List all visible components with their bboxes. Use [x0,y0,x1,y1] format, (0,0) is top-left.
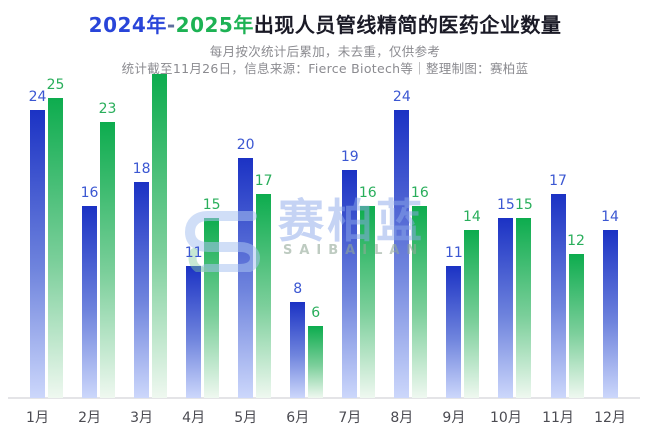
value-label-2024-m7: 19 [340,149,359,165]
bar-2025-m7 [360,206,376,398]
x-label-m8: 8月 [390,410,414,426]
bar-2024-m6 [290,302,306,398]
bar-2024-m4 [186,266,202,398]
bar-2024-m5 [238,158,254,398]
value-label-2024-m2: 16 [80,185,99,201]
bar-2024-m8 [394,110,410,398]
bar-2025-m10 [516,218,532,398]
x-label-m1: 1月 [26,410,49,426]
value-label-2025-m10: 15 [515,197,533,213]
bar-2024-m3 [134,182,150,398]
value-label-2025-m7: 16 [358,185,377,201]
value-label-2024-m1: 24 [28,89,47,105]
x-label-m10: 10月 [490,410,522,426]
value-label-2024-m5: 20 [236,137,255,153]
value-label-2025-m6: 6 [311,305,321,321]
x-label-m6: 6月 [286,410,310,426]
x-label-m5: 5月 [234,410,258,426]
bar-2025-m1 [48,98,63,398]
bar-2024-m11 [550,194,566,398]
value-label-2024-m10: 15 [497,197,515,213]
chart-title: 2024年-2025年出现人员管线精简的医药企业数量 [0,9,650,38]
value-label-2025-m8: 16 [410,185,429,201]
bar-2025-m3 [152,74,168,398]
value-label-2024-m8: 24 [392,89,411,105]
value-label-2025-m5: 17 [254,173,273,189]
bar-2024-m7 [342,170,358,398]
x-label-m12: 12月 [594,410,626,426]
x-label-m4: 4月 [182,410,206,426]
subtitle-line-1: 每月按次统计后累加，未去重，仅供参考 [209,44,441,59]
bar-2025-m6 [308,326,324,398]
x-label-m11: 11月 [542,410,574,426]
value-label-2025-m4: 15 [202,197,221,213]
bar-2024-m10 [498,218,514,398]
bar-2025-m11 [568,254,584,398]
subtitle-line-2: 统计截至11月26日，信息来源：Fierce Biotech等｜整理制图：赛柏蓝 [121,61,529,76]
value-label-2025-m11: 12 [567,233,585,249]
value-label-2024-m11: 17 [549,173,567,189]
value-label-2024-m9: 11 [444,245,463,261]
title-text: 出现人员管线精简的医药企业数量 [253,13,562,37]
value-label-2025-m9: 14 [462,209,481,225]
value-label-2024-m4: 11 [184,245,203,261]
bar-2024-m1 [30,110,45,398]
bar-2024-m9 [446,266,462,398]
bar-2025-m9 [464,230,480,398]
saibailan-logo-icon [184,211,261,272]
value-label-2024-m12: 14 [601,209,619,225]
title-dash: - [166,13,176,37]
bar-2024-m2 [82,206,98,398]
value-label-2025-m2: 23 [98,101,117,117]
bar-2025-m2 [100,122,116,398]
x-label-m3: 3月 [130,410,154,426]
x-label-m2: 2月 [78,410,101,426]
bar-2025-m8 [412,206,428,398]
bar-2025-m5 [256,194,272,398]
value-label-2024-m3: 18 [132,161,151,177]
x-label-m7: 7月 [338,410,362,426]
value-label-2024-m6: 8 [293,281,303,297]
bar-2025-m4 [204,218,220,398]
x-axis-line [8,397,640,399]
title-year-2025: 2025年 [175,13,254,37]
bar-2024-m12 [602,230,618,398]
x-label-m9: 9月 [442,410,466,426]
title-year-2024: 2024年 [88,13,167,37]
value-label-2025-m1: 25 [46,77,65,93]
